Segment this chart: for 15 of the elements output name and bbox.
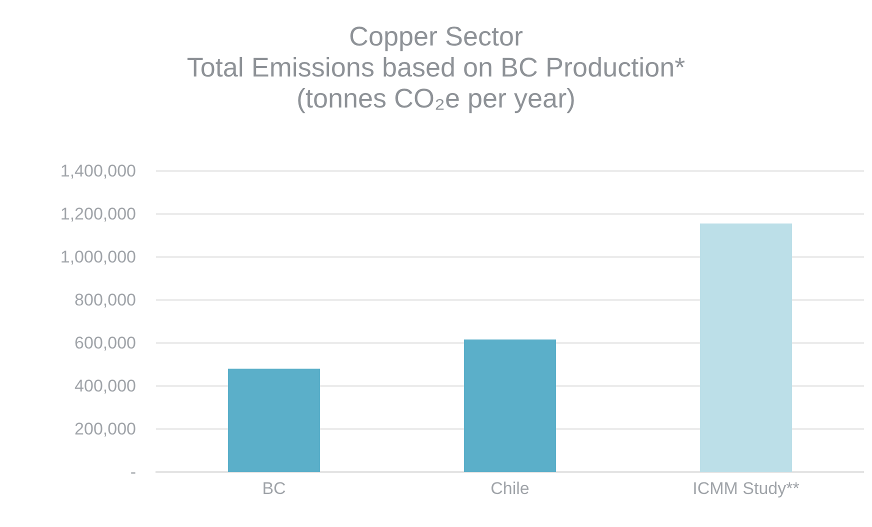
bar [464, 340, 556, 472]
bar [228, 368, 320, 472]
y-tick-label: 600,000 [74, 334, 136, 352]
y-tick-label: 1,200,000 [60, 204, 136, 224]
x-tick-label: ICMM Study** [692, 479, 800, 498]
y-tick-label: 200,000 [74, 420, 136, 438]
y-tick-label: 1,000,000 [60, 248, 136, 266]
bar [700, 223, 792, 472]
x-tick-label: BC [262, 479, 286, 498]
y-tick-label: 800,000 [74, 290, 136, 310]
y-tick-label: - [130, 462, 136, 482]
chart-title: Copper Sector Total Emissions based on BC Production* (tonnes CO₂e per year) [186, 22, 686, 114]
y-tick-label: 400,000 [74, 376, 136, 396]
y-tick-label: 1,400,000 [60, 162, 136, 180]
x-tick-label: Chile [490, 479, 530, 498]
